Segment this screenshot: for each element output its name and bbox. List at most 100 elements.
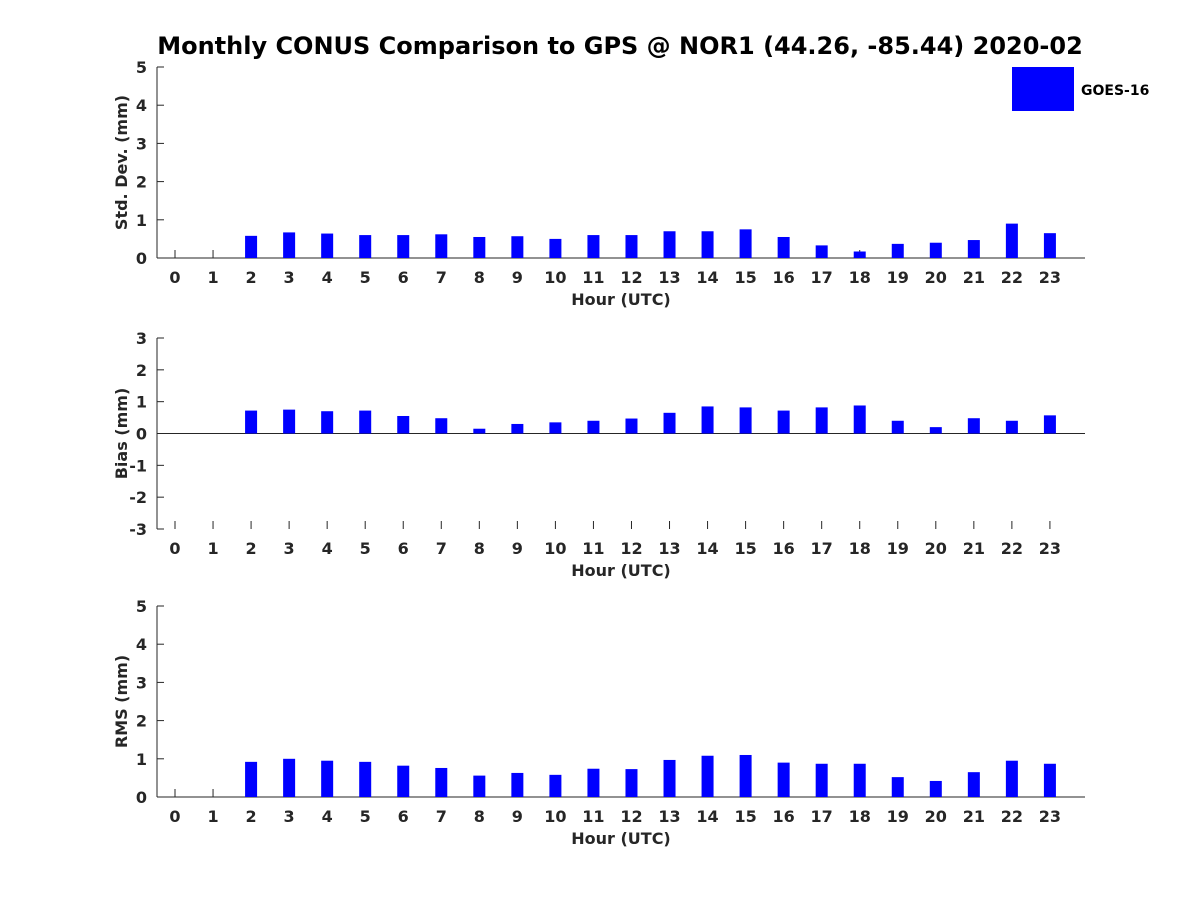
std-dev-bar bbox=[245, 235, 258, 258]
bias-bar bbox=[587, 420, 600, 434]
std-dev-bar bbox=[283, 232, 296, 258]
bias-bar bbox=[473, 428, 486, 434]
bias-bar bbox=[1043, 415, 1056, 434]
std-dev-bar bbox=[435, 234, 448, 258]
x-tick-label: 6 bbox=[398, 807, 409, 826]
rms-bar bbox=[853, 763, 866, 797]
bias-bar bbox=[815, 407, 828, 434]
std-dev-bar bbox=[1043, 233, 1056, 258]
x-tick-label: 10 bbox=[544, 807, 566, 826]
x-tick-label: 7 bbox=[436, 807, 447, 826]
x-tick-label: 22 bbox=[1001, 268, 1023, 287]
std-dev-x-label: Hour (UTC) bbox=[571, 290, 671, 309]
x-tick-label: 1 bbox=[207, 807, 218, 826]
std-dev-bar bbox=[549, 238, 562, 258]
y-tick-label: 2 bbox=[136, 712, 147, 731]
x-tick-label: 2 bbox=[246, 807, 257, 826]
x-tick-label: 20 bbox=[925, 268, 947, 287]
y-tick-label: 0 bbox=[136, 425, 147, 444]
x-tick-label: 18 bbox=[849, 807, 871, 826]
std-dev-bar bbox=[473, 236, 486, 258]
bias-bar bbox=[397, 415, 410, 434]
y-tick-label: 2 bbox=[136, 173, 147, 192]
x-tick-label: 3 bbox=[284, 539, 295, 558]
rms-bar bbox=[967, 772, 980, 797]
x-tick-label: 17 bbox=[811, 539, 833, 558]
legend: GOES-16 bbox=[1012, 67, 1149, 111]
x-tick-label: 21 bbox=[963, 539, 985, 558]
x-tick-label: 23 bbox=[1039, 807, 1061, 826]
x-tick-label: 18 bbox=[849, 268, 871, 287]
rms-bar bbox=[511, 772, 524, 797]
bias-bar bbox=[777, 410, 790, 434]
rms-y-label: RMS (mm) bbox=[112, 655, 131, 748]
rms-bar bbox=[1043, 763, 1056, 797]
x-tick-label: 22 bbox=[1001, 807, 1023, 826]
x-tick-label: 2 bbox=[246, 539, 257, 558]
std-dev-bar bbox=[321, 233, 334, 258]
rms-bar bbox=[929, 780, 942, 797]
x-tick-label: 15 bbox=[734, 539, 756, 558]
x-tick-label: 23 bbox=[1039, 539, 1061, 558]
bias-bar bbox=[1005, 420, 1018, 434]
rms-bar bbox=[549, 774, 562, 797]
x-tick-label: 14 bbox=[696, 539, 718, 558]
bias-bar bbox=[739, 407, 752, 434]
rms-bar bbox=[245, 761, 258, 797]
x-tick-label: 11 bbox=[582, 268, 604, 287]
y-tick-label: 1 bbox=[136, 393, 147, 412]
x-tick-label: 9 bbox=[512, 268, 523, 287]
x-tick-label: 22 bbox=[1001, 539, 1023, 558]
x-tick-label: 15 bbox=[734, 807, 756, 826]
bias-y-label: Bias (mm) bbox=[112, 388, 131, 480]
x-tick-label: 19 bbox=[887, 268, 909, 287]
x-tick-label: 8 bbox=[474, 539, 485, 558]
x-tick-label: 20 bbox=[925, 539, 947, 558]
bias-bar bbox=[967, 418, 980, 434]
x-tick-label: 10 bbox=[544, 268, 566, 287]
y-tick-label: 5 bbox=[136, 58, 147, 77]
y-tick-label: 0 bbox=[136, 249, 147, 268]
bias-bar bbox=[663, 412, 676, 434]
std-dev-bar bbox=[929, 242, 942, 258]
std-dev-bar bbox=[1005, 223, 1018, 258]
x-tick-label: 0 bbox=[169, 539, 180, 558]
x-tick-label: 1 bbox=[207, 268, 218, 287]
rms-bar bbox=[701, 755, 714, 797]
y-tick-label: 1 bbox=[136, 211, 147, 230]
x-tick-label: 13 bbox=[658, 807, 680, 826]
bias-bar bbox=[929, 427, 942, 434]
y-tick-label: 4 bbox=[136, 96, 147, 115]
x-tick-label: 1 bbox=[207, 539, 218, 558]
std-dev-bar bbox=[587, 235, 600, 258]
rms-bar bbox=[321, 760, 334, 797]
rms-bar bbox=[739, 754, 752, 797]
x-tick-label: 5 bbox=[360, 539, 371, 558]
x-tick-label: 14 bbox=[696, 807, 718, 826]
bias-x-label: Hour (UTC) bbox=[571, 561, 671, 580]
x-tick-label: 6 bbox=[398, 268, 409, 287]
x-tick-label: 15 bbox=[734, 268, 756, 287]
x-tick-label: 4 bbox=[322, 807, 333, 826]
x-tick-label: 4 bbox=[322, 539, 333, 558]
x-tick-label: 12 bbox=[620, 807, 642, 826]
bias-bar bbox=[245, 410, 258, 434]
x-tick-label: 7 bbox=[436, 268, 447, 287]
std-dev-bar bbox=[625, 235, 638, 258]
std-dev-bar bbox=[739, 229, 752, 258]
x-tick-label: 19 bbox=[887, 807, 909, 826]
rms-bar bbox=[625, 769, 638, 797]
std-dev-y-label: Std. Dev. (mm) bbox=[112, 95, 131, 230]
rms-x-label: Hour (UTC) bbox=[571, 829, 671, 848]
x-tick-label: 9 bbox=[512, 807, 523, 826]
x-tick-label: 5 bbox=[360, 268, 371, 287]
y-tick-label: -1 bbox=[129, 456, 147, 475]
std-dev-bar bbox=[701, 231, 714, 258]
std-dev-bar bbox=[663, 231, 676, 258]
std-dev-bar bbox=[853, 251, 866, 258]
bias-bar bbox=[321, 411, 334, 434]
x-tick-label: 17 bbox=[811, 268, 833, 287]
